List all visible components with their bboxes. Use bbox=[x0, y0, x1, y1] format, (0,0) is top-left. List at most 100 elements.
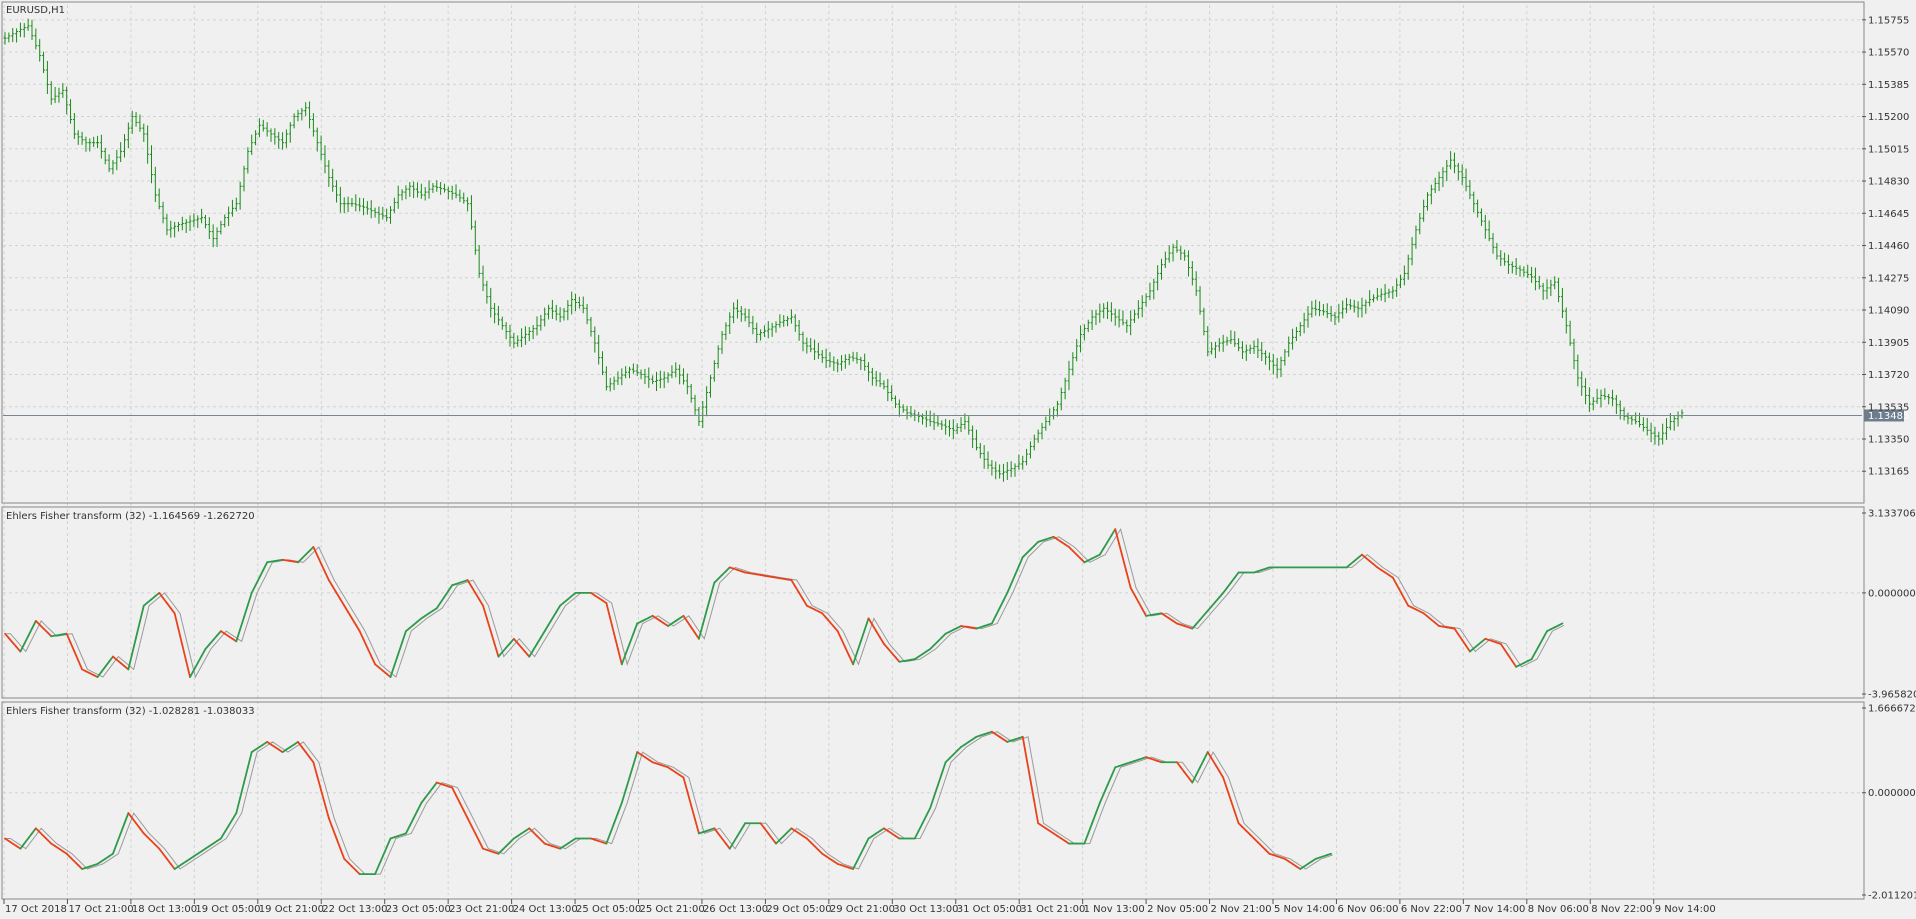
price-bar bbox=[1129, 310, 1133, 336]
price-bar bbox=[96, 135, 100, 149]
price-bar bbox=[816, 342, 820, 359]
fisher-segment bbox=[1068, 546, 1074, 552]
price-bar bbox=[284, 129, 288, 148]
price-bar bbox=[1283, 349, 1287, 366]
price-bar bbox=[1506, 254, 1510, 274]
price-bar bbox=[1383, 283, 1387, 303]
price-bar bbox=[654, 371, 658, 392]
fisher-segment bbox=[1530, 651, 1537, 661]
price-bar bbox=[897, 399, 901, 417]
price-bar bbox=[1429, 184, 1433, 205]
price-bar bbox=[820, 350, 824, 363]
price-bar bbox=[1314, 299, 1318, 316]
fisher-segment bbox=[243, 766, 249, 784]
price-bar bbox=[1025, 448, 1029, 466]
fisher-segment bbox=[933, 784, 939, 798]
fisher-segment bbox=[1025, 548, 1032, 555]
price-bar bbox=[1665, 418, 1669, 440]
fisher-segment bbox=[1102, 541, 1109, 550]
price-bar bbox=[1233, 331, 1237, 347]
x-tick-label: 7 Nov 14:00 bbox=[1464, 904, 1525, 915]
fisher-segment bbox=[1106, 775, 1113, 787]
price-bar bbox=[631, 363, 635, 374]
price-bar bbox=[412, 181, 416, 199]
price-bar bbox=[1213, 341, 1217, 359]
fisher-segment bbox=[721, 570, 727, 576]
fisher-segment bbox=[605, 602, 612, 620]
fisher-segment bbox=[786, 827, 793, 834]
fisher-segment bbox=[628, 632, 635, 645]
fisher-pane-1[interactable]: Ehlers Fisher transform (32) -1.164569 -… bbox=[1, 506, 1865, 699]
price-bar bbox=[971, 425, 975, 449]
fisher-segment bbox=[358, 630, 365, 641]
price-bar bbox=[315, 127, 319, 152]
fisher-segment bbox=[1133, 593, 1140, 603]
price-bar bbox=[1364, 299, 1368, 314]
fisher-segment bbox=[929, 644, 935, 650]
price-bar bbox=[520, 328, 524, 348]
price-bar bbox=[134, 112, 138, 127]
fisher-segment bbox=[447, 584, 454, 592]
price-bar bbox=[42, 51, 46, 74]
price-bar bbox=[203, 214, 207, 229]
x-tick-label: 19 Oct 05:00 bbox=[195, 904, 260, 915]
price-bar bbox=[759, 329, 763, 341]
price-bar bbox=[1275, 357, 1279, 379]
fisher-segment bbox=[859, 628, 866, 643]
price-bar bbox=[1510, 261, 1514, 274]
fisher-pane-2[interactable]: Ehlers Fisher transform (32) -1.028281 -… bbox=[1, 701, 1865, 900]
fisher-segment bbox=[532, 642, 538, 652]
price-bar bbox=[211, 224, 215, 248]
x-tick-label: 6 Nov 06:00 bbox=[1337, 904, 1398, 915]
price-bar bbox=[1626, 412, 1630, 425]
price-bar bbox=[735, 299, 739, 319]
fisher-segment bbox=[836, 630, 843, 641]
price-bar bbox=[1425, 192, 1429, 211]
price-bar bbox=[724, 322, 728, 340]
price-bar bbox=[165, 214, 169, 236]
fisher-segment bbox=[798, 591, 804, 601]
price-bar bbox=[1067, 360, 1071, 391]
price-axis[interactable]: 1.15755 1.15570 1.15385 1.15200 1.15015 1.148… bbox=[1862, 15, 1916, 902]
price-bar bbox=[1541, 282, 1545, 300]
price-pane[interactable]: EURUSD,H1 1.13485 bbox=[1, 1, 1909, 504]
fisher-segment bbox=[497, 849, 504, 855]
fisher-segment bbox=[1222, 776, 1228, 790]
price-bar bbox=[1449, 151, 1453, 170]
fisher-segment bbox=[482, 604, 488, 620]
price-bar bbox=[874, 370, 878, 387]
fisher-segment bbox=[1326, 852, 1333, 856]
price-bar bbox=[1483, 214, 1487, 239]
fisher-segment bbox=[913, 829, 920, 840]
price-bar bbox=[535, 316, 539, 336]
price-bar bbox=[138, 114, 142, 132]
fisher-segment bbox=[420, 796, 427, 804]
fisher-segment bbox=[1199, 758, 1205, 769]
fisher-segment bbox=[428, 786, 434, 794]
price-bar bbox=[608, 377, 612, 392]
price-bar bbox=[115, 149, 119, 171]
price-bar bbox=[400, 189, 404, 201]
price-bar bbox=[3, 32, 7, 45]
fisher-segment bbox=[701, 609, 708, 626]
price-bar bbox=[458, 189, 462, 203]
price-bar bbox=[762, 325, 766, 337]
price-bar bbox=[574, 293, 578, 312]
price-bar bbox=[1163, 251, 1167, 268]
price-pane-frame bbox=[1, 1, 1865, 504]
price-bar bbox=[1221, 334, 1225, 352]
fisher-segment bbox=[262, 561, 269, 571]
price-bar bbox=[1225, 336, 1229, 346]
fisher-segment bbox=[316, 554, 323, 565]
fisher-segment bbox=[123, 812, 130, 825]
price-bar bbox=[311, 113, 315, 137]
fisher-segment bbox=[27, 832, 33, 840]
fisher-segment bbox=[856, 640, 862, 654]
y-tick-label: 1.13905 bbox=[1868, 338, 1909, 349]
fisher-segment bbox=[135, 620, 141, 639]
fisher-segment bbox=[150, 840, 157, 846]
price-bar bbox=[689, 383, 693, 403]
price-bar bbox=[423, 187, 427, 201]
fisher-segment bbox=[1203, 751, 1209, 761]
